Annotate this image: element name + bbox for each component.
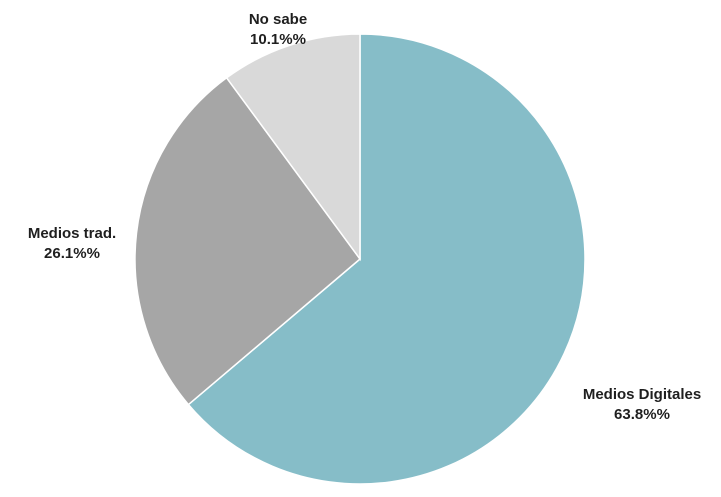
slice-value-medios-trad: 26.1%% — [44, 245, 100, 262]
pie-slice-no-sabe — [225, 33, 361, 262]
slice-value-medios-digitales: 63.8%% — [614, 406, 670, 423]
pie-slice-medios-trad — [134, 76, 362, 406]
slice-name-medios-digitales: Medios Digitales — [582, 386, 702, 403]
slice-label-medios-trad: Medios trad. 26.1%% — [28, 224, 116, 264]
slice-name-no-sabe: No sabe — [248, 11, 308, 28]
pie-slice-medios-digitales — [187, 33, 586, 485]
slice-name-medios-trad: Medios trad. — [27, 225, 117, 242]
slice-label-no-sabe: No sabe 10.1%% — [249, 10, 307, 50]
slice-value-no-sabe: 10.1%% — [250, 31, 306, 48]
slice-label-medios-digitales: Medios Digitales 63.8%% — [583, 385, 701, 425]
